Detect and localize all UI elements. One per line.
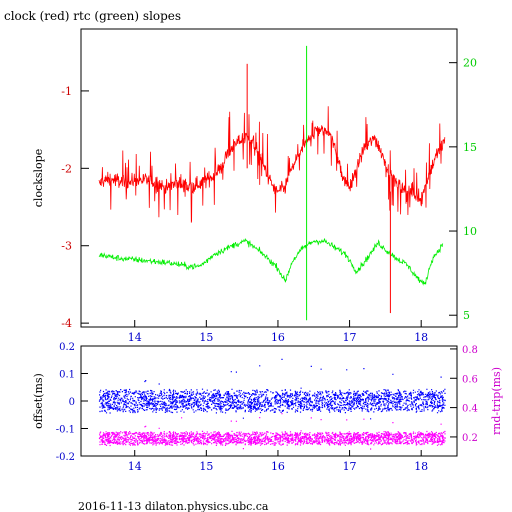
clockslope-tick-label: -4 xyxy=(61,317,72,330)
clockslope-tick-label: -1 xyxy=(61,85,72,98)
slopes-ticks: 14 15 16 17 18 -1 -2 -3 -4 20 15 10 5 xyxy=(61,57,477,344)
clockslope-axis-label: clockslope xyxy=(32,149,45,207)
rndtrip-tick-label: 0.4 xyxy=(462,404,478,415)
offset-x-tick-label: 18 xyxy=(414,460,428,473)
slopes-panel: 14 15 16 17 18 -1 -2 -3 -4 20 15 10 5 clockslope xyxy=(32,28,477,344)
offset-x-tick-label: 15 xyxy=(199,460,213,473)
rtc-tick-label: 20 xyxy=(463,57,477,70)
offset-tick-label: -0.1 xyxy=(56,425,75,436)
rndtrip-tick-label: 0.8 xyxy=(462,345,478,356)
slopes-plot-frame xyxy=(80,28,458,328)
offset-tick-label: 0.1 xyxy=(59,370,75,381)
slopes-x-tick-label: 17 xyxy=(343,331,357,344)
rtc-tick-label: 15 xyxy=(463,141,477,154)
chart-title: clock (red) rtc (green) slopes xyxy=(4,9,181,23)
slopes-series xyxy=(98,45,446,321)
rndtrip-tick-label: 0.6 xyxy=(462,374,478,385)
offset-points xyxy=(98,358,446,420)
offset-panel: 14 15 16 17 18 0.2 0.1 0 -0.1 -0.2 0.8 0.6 0.4 0.2 of… xyxy=(32,342,503,473)
offset-series xyxy=(98,358,446,450)
rndtrip-tick-label: 0.2 xyxy=(462,433,478,444)
offset-x-tick-label: 14 xyxy=(128,460,142,473)
offset-x-tick-label: 17 xyxy=(343,460,357,473)
clockslope-tick-label: -2 xyxy=(61,162,72,175)
rndtrip-points xyxy=(98,413,446,450)
offset-ticks: 14 15 16 17 18 0.2 0.1 0 -0.1 -0.2 0.8 0.6 0.4 0.2 xyxy=(56,342,478,473)
slopes-x-tick-label: 15 xyxy=(199,331,213,344)
offset-tick-label: 0.2 xyxy=(59,342,75,353)
slopes-x-tick-label: 18 xyxy=(414,331,428,344)
slopes-x-tick-label: 16 xyxy=(271,331,285,344)
footer-text: 2016-11-13 dilaton.physics.ubc.ca xyxy=(78,500,269,512)
clockslope-tick-label: -3 xyxy=(61,240,72,253)
rtc-series-line xyxy=(98,238,444,286)
offset-tick-label: -0.2 xyxy=(56,452,75,463)
rtc-tick-label: 10 xyxy=(463,225,477,238)
offset-x-tick-label: 16 xyxy=(271,460,285,473)
slopes-x-tick-label: 14 xyxy=(128,331,142,344)
offset-axis-label: offset(ms) xyxy=(32,373,45,429)
offset-tick-label: 0 xyxy=(69,397,75,408)
rtc-tick-label: 5 xyxy=(463,309,470,322)
rndtrip-axis-label: rnd-trip(ms) xyxy=(490,367,503,435)
clock-series-line xyxy=(98,106,446,223)
